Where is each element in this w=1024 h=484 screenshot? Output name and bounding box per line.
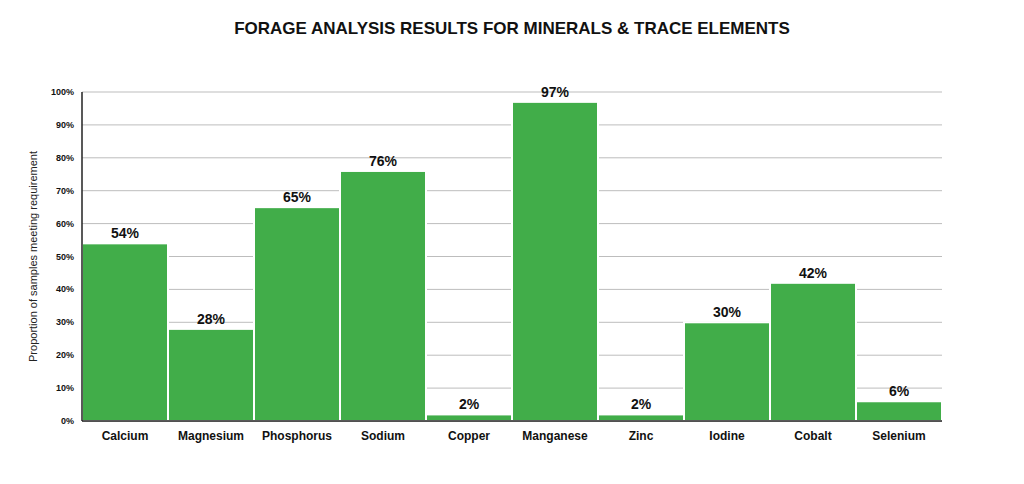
x-tick-label: Phosphorus (262, 429, 332, 443)
x-tick-label: Selenium (872, 429, 925, 443)
x-tick-label: Calcium (102, 429, 149, 443)
x-tick-label: Magnesium (178, 429, 244, 443)
y-tick-label: 20% (56, 350, 74, 360)
bar (512, 102, 598, 421)
x-tick-label: Cobalt (794, 429, 831, 443)
data-label: 6% (889, 383, 910, 399)
x-axis-line (82, 420, 942, 422)
data-label: 30% (713, 304, 742, 320)
y-tick-label: 40% (56, 284, 74, 294)
x-tick-label: Manganese (522, 429, 588, 443)
y-axis-label: Proportion of samples meeting requiremen… (27, 151, 39, 362)
y-tick-label: 70% (56, 186, 74, 196)
data-label: 76% (369, 153, 398, 169)
data-label: 54% (111, 225, 140, 241)
title: FORAGE ANALYSIS RESULTS FOR MINERALS & T… (234, 19, 790, 38)
y-tick-label: 100% (51, 87, 74, 97)
grid-line (82, 421, 942, 422)
y-tick-label: 60% (56, 219, 74, 229)
data-label: 65% (283, 189, 312, 205)
x-tick-label: Copper (448, 429, 490, 443)
x-tick-label: Iodine (709, 429, 745, 443)
bar (254, 207, 340, 421)
bar (82, 243, 168, 421)
y-axis-line (81, 92, 83, 421)
bar (684, 322, 770, 421)
bar (856, 401, 942, 421)
y-tick-label: 10% (56, 383, 74, 393)
y-tick-label: 80% (56, 153, 74, 163)
bar (340, 171, 426, 421)
bar (598, 414, 684, 421)
labels: 54% Calcium 28% Magnesium 65% Phosphorus 76% So… (102, 84, 926, 443)
y-axis: 0% 10% 20% 30% 40% 50% 60% 70% 80% 90% 100% (51, 87, 942, 426)
grid-line (82, 92, 942, 93)
chart: FORAGE ANALYSIS RESULTS FOR MINERALS & T… (0, 0, 1024, 484)
y-tick-label: 90% (56, 120, 74, 130)
data-label: 2% (459, 396, 480, 412)
bar (168, 329, 254, 421)
bar (770, 283, 856, 421)
data-label: 97% (541, 84, 570, 100)
data-label: 2% (631, 396, 652, 412)
bars (82, 102, 942, 421)
x-tick-label: Zinc (629, 429, 654, 443)
x-tick-label: Sodium (361, 429, 405, 443)
y-tick-label: 30% (56, 317, 74, 327)
bar (426, 414, 512, 421)
y-tick-label: 0% (61, 416, 74, 426)
y-tick-label: 50% (56, 252, 74, 262)
data-label: 28% (197, 311, 226, 327)
data-label: 42% (799, 265, 828, 281)
